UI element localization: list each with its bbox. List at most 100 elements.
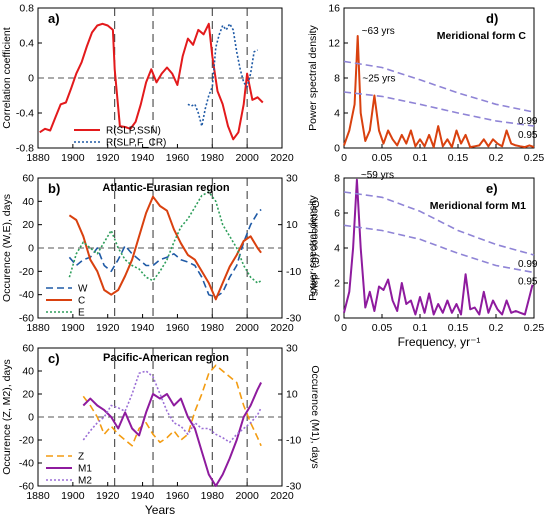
x-tick-label: 1900	[61, 322, 85, 334]
y-tick-label: 6	[334, 208, 340, 220]
y2-tick-label: -30	[286, 481, 301, 493]
y2-tick-label: -10	[286, 266, 301, 278]
y-tick-label: -0.4	[16, 108, 34, 120]
panel-b: 1880 1900 1920 1940 1960 1980 2000 2020 -60 -40 -2…	[1, 173, 321, 335]
y-tick-label: -60	[19, 313, 34, 325]
panel-label: e)	[486, 181, 498, 196]
sig-label-95: 0.95	[518, 277, 538, 288]
series-line-c	[68, 195, 262, 301]
legend-label: R(SLP,F_CR)	[106, 138, 166, 149]
x-tick-label: 1960	[166, 490, 190, 502]
y2-tick-label: -10	[286, 435, 301, 447]
y-tick-label: 0	[334, 143, 340, 155]
y-tick-label: -0.8	[16, 143, 34, 155]
y2-tick-label: 30	[286, 343, 298, 355]
x-tick-label: 1900	[61, 490, 85, 502]
x-tick-label: 1900	[61, 152, 85, 164]
x-tick-label: 0.25	[524, 152, 545, 164]
x-tick-label: 1980	[201, 322, 225, 334]
series-line-r-slp-f-cr-	[187, 22, 258, 127]
y2-axis-label: Occurence (C), days	[309, 200, 321, 296]
x-tick-label: 1940	[131, 490, 155, 502]
x-tick-label: 0	[341, 152, 347, 164]
series-line-0-95	[343, 224, 535, 274]
y-tick-label: 0	[28, 73, 34, 85]
series-line-e	[68, 191, 262, 284]
x-tick-label: 2020	[270, 152, 294, 164]
panel-title: Atlantic-Eurasian region	[102, 182, 229, 194]
series-line-m1	[82, 382, 262, 487]
panel-a: 1880 1900 1920 1940 1960 1980 2000 2020 -0.8 -0.4…	[1, 3, 294, 165]
x-tick-label: 1940	[131, 152, 155, 164]
y-tick-label: 0	[28, 412, 34, 424]
x-axis-label: Years	[145, 503, 175, 516]
series-line-z	[82, 364, 262, 447]
x-tick-label: 0.05	[372, 322, 393, 334]
y-tick-label: 8	[334, 173, 340, 185]
x-axis-label: Frequency, yr⁻¹	[398, 335, 481, 349]
y2-tick-label: 10	[286, 219, 298, 231]
y-tick-label: 60	[22, 173, 34, 185]
panel-label: a)	[48, 11, 60, 26]
y-tick-label: 0.4	[19, 38, 34, 50]
x-tick-label: 1980	[201, 490, 225, 502]
panel-label: d)	[486, 11, 498, 26]
legend-label: W	[78, 284, 88, 295]
y-tick-label: -20	[19, 435, 34, 447]
legend: WCE	[46, 284, 88, 319]
sig-label-95: 0.95	[518, 130, 538, 141]
plot-frame	[343, 177, 535, 319]
y-tick-label: 60	[22, 343, 34, 355]
x-tick-label: 1960	[166, 152, 190, 164]
x-tick-label: 0.15	[448, 152, 469, 164]
y-tick-label: 40	[22, 366, 34, 378]
y-tick-label: 20	[22, 389, 34, 401]
y-tick-label: 20	[22, 219, 34, 231]
panel-d: 0 0.05 0.1 0.15 0.2 0.25 0 4 8 12 16 Power spectral…	[307, 3, 544, 165]
series-line-0-99	[343, 191, 535, 256]
x-tick-label: 2000	[235, 152, 259, 164]
x-tick-label: 1880	[26, 322, 50, 334]
y-tick-label: 12	[328, 38, 340, 50]
y-axis-label: Correlation coefficient	[1, 27, 13, 128]
legend-label: E	[78, 308, 85, 319]
series-line-spectrum	[343, 35, 535, 149]
y-tick-label: 0.8	[19, 3, 34, 15]
y2-tick-label: -30	[286, 313, 301, 325]
y-tick-label: -20	[19, 266, 34, 278]
legend-label: R(SLP,SSN)	[106, 126, 161, 137]
sig-label-99: 0.99	[518, 259, 538, 270]
y-tick-label: 4	[334, 243, 340, 255]
panel-title: Pacific-American region	[103, 352, 229, 364]
legend-label: M1	[78, 464, 92, 475]
x-tick-label: 0	[341, 322, 347, 334]
series-line-r-slp-ssn-	[39, 22, 264, 141]
panel-label: b)	[48, 181, 60, 196]
x-tick-label: 2000	[235, 322, 259, 334]
legend-label: C	[78, 296, 85, 307]
legend-label: Z	[78, 452, 84, 463]
x-tick-label: 1880	[26, 490, 50, 502]
y-tick-label: -60	[19, 481, 34, 493]
panel-label: c)	[48, 351, 60, 366]
x-tick-label: 1880	[26, 152, 50, 164]
y-tick-label: 40	[22, 196, 34, 208]
x-tick-label: 0.2	[489, 152, 504, 164]
x-tick-label: 0.15	[448, 322, 469, 334]
x-tick-label: 0.1	[413, 152, 428, 164]
y-axis-label: Occurence (Z, M2), days	[1, 359, 13, 475]
legend: R(SLP,SSN)R(SLP,F_CR)	[74, 126, 166, 149]
sig-label-99: 0.99	[518, 116, 538, 127]
series-line-m2	[82, 370, 262, 444]
x-tick-label: 2000	[235, 490, 259, 502]
panel-title: Meridional form M1	[430, 200, 526, 212]
panel-c: 1880 1900 1920 1940 1960 1980 2000 2020 -60 -40 -2…	[1, 343, 321, 503]
x-tick-label: 0.05	[372, 152, 393, 164]
y-axis-label: Occurence (W,E), days	[1, 194, 13, 302]
x-tick-label: 2020	[270, 490, 294, 502]
y-tick-label: 4	[334, 108, 340, 120]
panel-e: 0 0.05 0.1 0.15 0.2 0.25 0 2 4 6 8 Power spectral d…	[307, 173, 544, 335]
x-tick-label: 2020	[270, 322, 294, 334]
y2-tick-label: 30	[286, 173, 298, 185]
x-tick-label: 1940	[131, 322, 155, 334]
